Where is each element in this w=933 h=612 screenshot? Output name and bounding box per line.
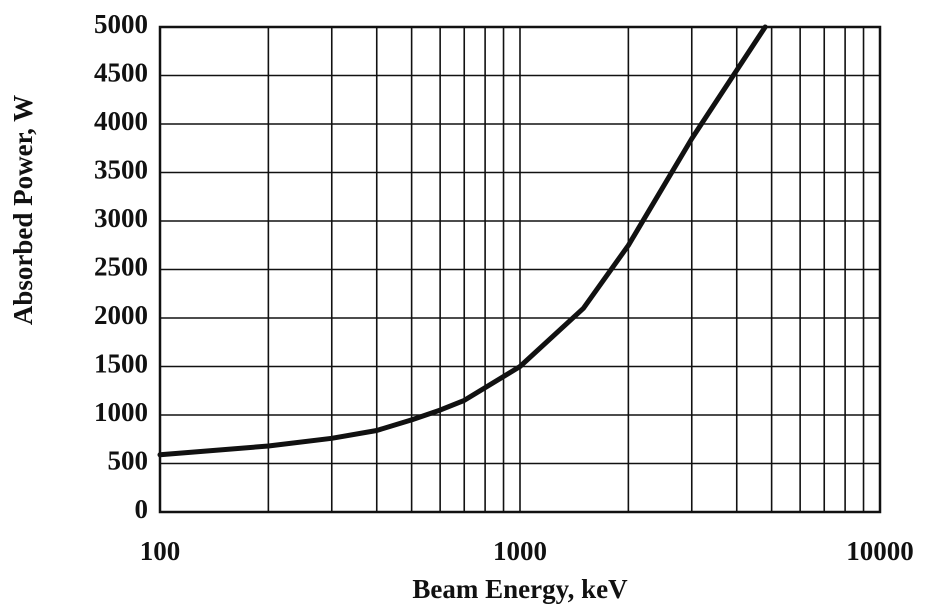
x-axis-label: Beam Energy, keV <box>412 574 628 604</box>
y-tick-label: 1500 <box>94 349 148 379</box>
plot-frame <box>158 25 882 514</box>
data-line <box>157 24 768 458</box>
y-tick-label: 0 <box>135 494 149 524</box>
y-tick-label: 2500 <box>94 252 148 282</box>
y-axis-label: Absorbed Power, W <box>8 95 38 325</box>
y-tick-label: 4500 <box>94 58 148 88</box>
y-tick-label: 3000 <box>94 203 148 233</box>
x-tick-label: 100 <box>140 536 181 566</box>
y-tick-label: 500 <box>108 446 149 476</box>
y-tick-label: 4000 <box>94 106 148 136</box>
x-tick-label: 10000 <box>846 536 914 566</box>
y-tick-label: 3500 <box>94 155 148 185</box>
x-tick-label: 1000 <box>493 536 547 566</box>
y-tick-label: 5000 <box>94 9 148 39</box>
y-tick-label: 1000 <box>94 397 148 427</box>
y-tick-label: 2000 <box>94 300 148 330</box>
